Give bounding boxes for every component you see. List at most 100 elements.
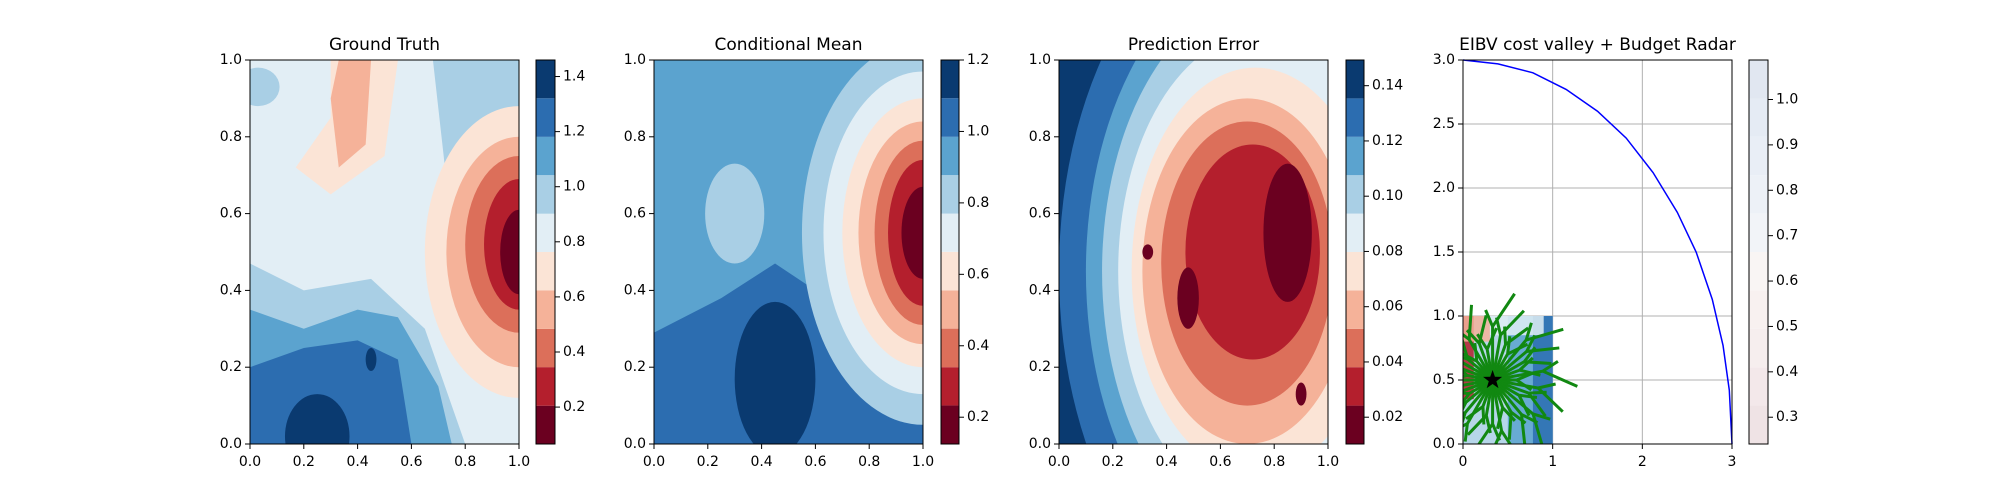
radar-path (1491, 379, 1527, 440)
colorbar-band (941, 98, 959, 137)
colorbar-band (1749, 367, 1768, 406)
y-tick-label: 0.8 (1029, 129, 1051, 145)
radar-path (1491, 334, 1560, 382)
colorbar-band (1346, 60, 1364, 99)
y-tick-label: 0.6 (220, 206, 242, 222)
colorbar-tick-label: 1.2 (967, 52, 989, 68)
contour-region (250, 67, 280, 107)
colorbar-tick-label: 0.4 (967, 338, 989, 354)
colorbar-band (941, 213, 959, 252)
radar-path (1463, 361, 1494, 382)
y-tick-label: 0.4 (624, 282, 646, 298)
radar-path (1492, 360, 1578, 388)
radar-path (1492, 378, 1547, 417)
x-tick-label: 0.4 (346, 454, 368, 470)
colorbar-band (536, 367, 555, 406)
y-tick-label: 0.6 (1029, 206, 1051, 222)
x-tick-label: 0.2 (1102, 454, 1124, 470)
axes-title: Prediction Error (1128, 35, 1259, 55)
colorbar-band (536, 136, 555, 176)
colorbar-band (941, 405, 959, 444)
x-tick-label: 0.6 (1209, 454, 1231, 470)
x-tick-label: 0.4 (1155, 454, 1177, 470)
colorbar-tick-label: 0.9 (1776, 137, 1798, 153)
colorbar-band (1749, 213, 1768, 252)
x-tick-label: 0.6 (804, 454, 826, 470)
colorbar-band (941, 136, 959, 176)
colorbar-band (1749, 328, 1768, 368)
contour-region (500, 209, 519, 295)
x-tick-label: 0.2 (293, 454, 315, 470)
y-tick-label: 0.2 (220, 359, 242, 375)
colorbar-tick-label: 0.08 (1372, 243, 1403, 259)
x-tick-label: 3 (1728, 454, 1737, 470)
radar-path (1491, 379, 1512, 444)
colorbar-band (1346, 98, 1364, 137)
plot-area: Ground Truth 0.0 0.2 0.4 0.6 0.8 1.0 0.0 0.2 0.4 0… (220, 35, 586, 470)
colorbar-frame (1748, 59, 1769, 445)
colorbar-band (941, 60, 959, 99)
y-tick-label: 1.0 (220, 52, 242, 68)
x-tick-label: 0 (1459, 454, 1468, 470)
contour-region (705, 163, 765, 264)
colorbar-band (1346, 252, 1364, 291)
colorbar-band (536, 405, 555, 444)
radar-path (1463, 378, 1494, 393)
colorbar-tick-label: 0.6 (1776, 273, 1798, 289)
contour-region (330, 60, 372, 168)
radar-path (1491, 346, 1552, 382)
x-tick-label: 1.0 (1317, 454, 1339, 470)
y-tick-label: 0.6 (624, 206, 646, 222)
colorbar-frame (1345, 59, 1365, 445)
y-tick-label: 0.2 (624, 359, 646, 375)
radar-path (1492, 378, 1564, 413)
radar-path (1491, 309, 1525, 381)
colorbar-tick-label: 0.7 (1776, 228, 1798, 244)
colorbar-band (536, 213, 555, 252)
x-tick-label: 0.2 (697, 454, 719, 470)
colorbar-tick-label: 0.6 (563, 289, 585, 305)
colorbar-tick-label: 0.4 (1776, 364, 1798, 380)
x-tick-label: 1 (1548, 454, 1557, 470)
colorbar-tick-label: 0.04 (1372, 354, 1403, 370)
x-tick-label: 1.0 (912, 454, 934, 470)
colorbar-band (536, 98, 555, 137)
contour-region (1295, 382, 1307, 406)
y-tick-label: 0.0 (220, 436, 242, 452)
colorbar-band (1749, 60, 1768, 99)
colorbar-band (1346, 328, 1364, 368)
colorbar-band (941, 175, 959, 214)
radar-path (1491, 378, 1551, 444)
colorbar-band (1346, 405, 1364, 444)
y-tick-label: 0.4 (220, 282, 242, 298)
colorbar-tick-label: 0.6 (967, 266, 989, 282)
cost-field (1463, 292, 1578, 444)
y-tick-label: 0.8 (624, 129, 646, 145)
colorbar-tick-label: 1.0 (967, 123, 989, 139)
contour-region (901, 186, 923, 279)
colorbar-band (1346, 136, 1364, 176)
colorbar-tick-label: 1.0 (563, 179, 585, 195)
y-tick-label: 1.0 (624, 52, 646, 68)
colorbar-band (1749, 98, 1768, 137)
x-tick-label: 0.0 (1048, 454, 1070, 470)
radar-path (1463, 379, 1494, 442)
axes-frame (249, 59, 520, 445)
colorbar-band (941, 251, 959, 291)
contour-region (1142, 244, 1154, 260)
x-tick-label: 0.4 (750, 454, 772, 470)
colorbar-tick-label: 0.8 (967, 195, 989, 211)
colorbar-tick-label: 0.06 (1372, 299, 1403, 315)
y-tick-label: 0.2 (1029, 359, 1051, 375)
start-marker (1483, 370, 1503, 389)
contour-region (734, 301, 816, 444)
x-tick-label: 0.8 (858, 454, 880, 470)
colorbar-tick-label: 0.10 (1372, 188, 1403, 204)
contour-field (250, 60, 519, 444)
colorbar-band (536, 290, 555, 329)
colorbar-tick-label: 0.3 (1776, 409, 1798, 425)
colorbar-band (941, 328, 959, 368)
radar-path (1463, 378, 1493, 387)
colorbar-tick-label: 0.8 (563, 234, 585, 250)
